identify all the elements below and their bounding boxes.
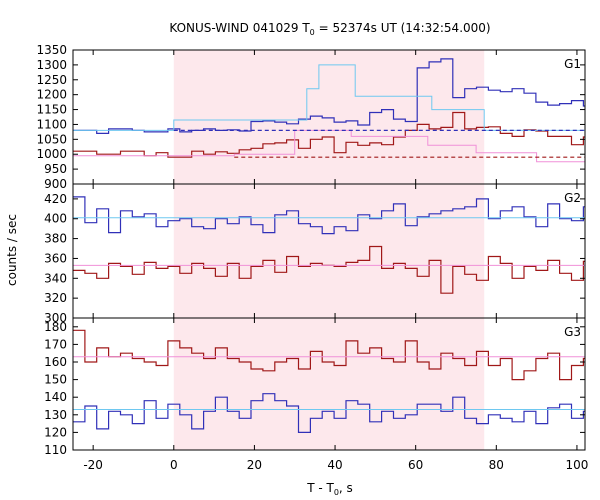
- x-tick-label-3: 40: [327, 458, 342, 472]
- y-tick-label-g2-2: 340: [44, 271, 67, 285]
- x-tick-label-1: 0: [170, 458, 178, 472]
- series-g2-red-1: [73, 245, 585, 294]
- chart-title-rest: = 52374s UT (14:32:54.000): [315, 21, 491, 35]
- y-tick-label-g3-5: 160: [44, 355, 67, 369]
- y-axis-title: counts / sec: [5, 214, 19, 286]
- chart-title-main: KONUS-WIND 041029 T: [169, 21, 310, 35]
- x-tick-label-6: 100: [565, 458, 588, 472]
- y-tick-label-g3-1: 120: [44, 425, 67, 439]
- panel-frame-g3: [72, 317, 586, 451]
- y-tick-label-g2-5: 400: [44, 212, 67, 226]
- y-tick-label-g1-8: 1300: [36, 58, 67, 72]
- y-tick-label-g1-7: 1250: [36, 73, 67, 87]
- x-tick-label-5: 80: [489, 458, 504, 472]
- panel-label-g3: G3: [564, 325, 581, 339]
- y-tick-label-g1-6: 1200: [36, 88, 67, 102]
- series-g3-blue-1: [73, 393, 585, 433]
- series-g2-blue-0: [73, 196, 585, 235]
- y-tick-label-g3-2: 130: [44, 408, 67, 422]
- signal-interval-shade: [173, 50, 485, 450]
- panel-g1: [73, 58, 585, 163]
- x-tick-label-2: 20: [247, 458, 262, 472]
- y-tick-label-g2-4: 380: [44, 232, 67, 246]
- chart-title-sub: 0: [310, 28, 315, 37]
- panel-label-g2: G2: [564, 191, 581, 205]
- y-tick-label-g1-5: 1150: [36, 103, 67, 117]
- x-tick-label-4: 60: [408, 458, 423, 472]
- series-g1-pink-3: [73, 129, 585, 163]
- y-tick-label-g3-6: 170: [44, 337, 67, 351]
- y-tick-label-g1-2: 1000: [36, 147, 67, 161]
- y-tick-label-g3-7: 180: [44, 320, 67, 334]
- x-axis-title-main: T - T: [306, 481, 334, 495]
- y-tick-label-g2-6: 420: [44, 192, 67, 206]
- x-axis-title-rest: , s: [339, 481, 353, 495]
- series-g1-lightblue-2: [73, 64, 585, 131]
- panel-g3: [73, 329, 585, 433]
- y-tick-label-g3-3: 140: [44, 390, 67, 404]
- y-tick-label-g1-0: 900: [44, 177, 67, 191]
- y-tick-label-g2-3: 360: [44, 251, 67, 265]
- y-tick-label-g3-0: 110: [44, 443, 67, 457]
- panel-g2: [73, 196, 585, 294]
- y-tick-label-g2-1: 320: [44, 291, 67, 305]
- y-tick-label-g3-4: 150: [44, 373, 67, 387]
- panel-label-g1: G1: [564, 57, 581, 71]
- series-g1-red-1: [73, 111, 585, 158]
- x-axis-title-sub: 0: [334, 488, 339, 497]
- y-tick-label-g1-9: 1350: [36, 43, 67, 57]
- y-tick-label-g2-0: 300: [44, 311, 67, 325]
- y-tick-label-g1-3: 1050: [36, 132, 67, 146]
- y-tick-label-g1-4: 1100: [36, 117, 67, 131]
- x-axis-title: T - T0, s: [306, 481, 353, 497]
- chart-title: KONUS-WIND 041029 T0 = 52374s UT (14:32:…: [169, 21, 490, 37]
- panels-group: 90095010001050110011501200125013001350G1…: [36, 43, 588, 472]
- y-tick-label-g1-1: 950: [44, 162, 67, 176]
- x-tick-label-0: -20: [83, 458, 103, 472]
